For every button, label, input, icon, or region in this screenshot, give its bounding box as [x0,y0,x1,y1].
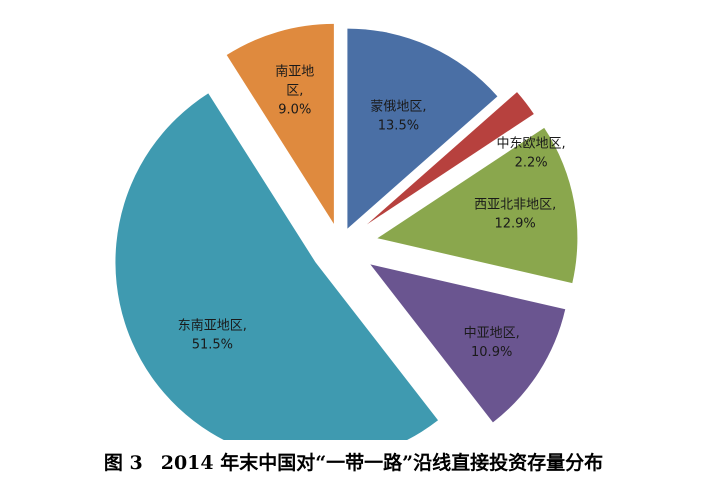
pie-chart: 蒙俄地区, 13.5% 中东欧地区, 2.2% 西亚北非地区, 12.9% 中亚地区, 10.… [115,23,578,440]
slice-value-label: 13.5% [378,119,419,134]
figure-caption: 图 3 2014 年末中国对“一带一路”沿线直接投资存量分布 [0,448,707,475]
pie-slice [377,127,578,284]
pie-slice [347,28,498,229]
slice-value-label: 2.2% [515,155,548,170]
slice-value-label: 10.9% [471,345,512,360]
slice-category-label: 西亚北非地区, [474,197,556,212]
slice-category-label: 中东欧地区, [497,136,566,151]
slice-value-label: 12.9% [494,216,535,231]
pie-slice [366,92,534,225]
slice-value-label: 9.0% [278,102,311,117]
slice-category-label: 东南亚地区, [178,318,247,334]
slice-category-label: 南亚地 [275,63,314,79]
slice-category-label: 蒙俄地区, [370,100,426,115]
pie-slice [115,93,439,440]
figure-number: 图 3 [103,452,143,474]
figure-caption-text: 2014 年末中国对“一带一路”沿线直接投资存量分布 [160,452,604,474]
slice-category-label: 中亚地区, [464,326,520,341]
pie-slice [226,23,334,224]
slice-value-label: 51.5% [192,338,233,353]
slice-category-label: 区, [286,83,303,98]
pie-slice [370,264,566,423]
